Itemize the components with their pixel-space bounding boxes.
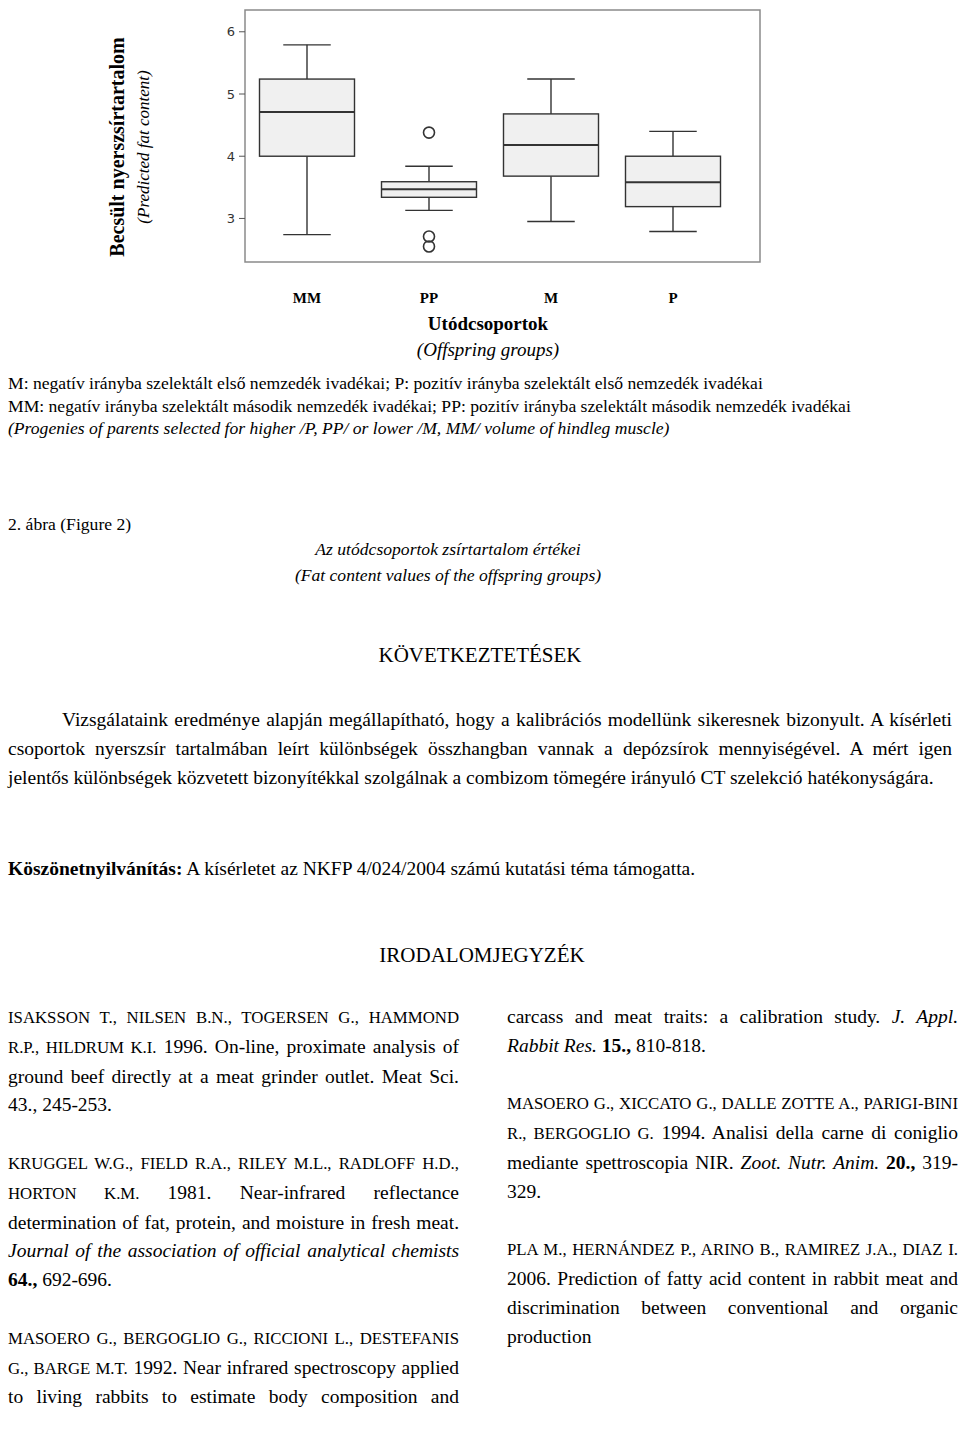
y-tick-label: 3 [227,211,235,226]
y-tick [239,31,245,32]
figure-notes: M: negatív irányba szelektált első nemze… [8,372,952,440]
x-axis-label: Utódcsoportok [428,313,549,334]
reference-part: Zoot. Nutr. Anim. [741,1152,880,1173]
references: ISAKSSON T., NILSEN B.N., TOGERSEN G., H… [8,1003,958,1435]
whisker-lower [306,156,307,234]
y-tick [239,218,245,219]
whisker-lower [550,176,551,221]
reference: MASOERO G., XICCATO G., DALLE ZOTTE A., … [507,1089,958,1206]
reference-part: 15., [602,1035,631,1056]
figure-label: 2. ábra (Figure 2) [8,514,131,535]
figure-note: M: negatív irányba szelektált első nemze… [8,372,952,395]
figure-note: MM: negatív irányba szelektált második n… [8,395,952,418]
x-tick-label: P [668,290,677,306]
whisker-cap-lower [283,234,331,235]
boxes [260,45,721,252]
x-tick-label: MM [293,290,321,306]
y-tick-label: 5 [227,87,235,102]
box-plot: 3 4 5 6 Becsült nyerszsírtartalom (Predicted … [0,0,960,370]
y-tick-label: 4 [227,149,235,164]
whisker-cap-lower [527,221,575,222]
plot-frame [245,10,760,262]
reference-part: Journal of the association of official a… [8,1240,459,1261]
outlier [424,241,435,252]
acknowledgement: Köszönetnyilvánítás: A kísérletet az NKF… [8,858,952,880]
median [382,188,477,190]
box [260,79,355,156]
whisker-cap-upper [405,165,453,166]
whisker-cap-lower [405,210,453,211]
caption-en: (Fat content values of the offspring gro… [0,562,896,588]
whisker-lower [672,207,673,232]
figure-caption: Az utódcsoportok zsírtartalom értékei(Fa… [0,536,896,588]
reference-part: 810-818. [636,1035,706,1056]
whisker-cap-upper [649,131,697,132]
whisker-lower [428,197,429,210]
y-tick [239,156,245,157]
reference: ISAKSSON T., NILSEN B.N., TOGERSEN G., H… [8,1003,459,1120]
whisker-upper [428,166,429,182]
y-tick-label: 6 [227,24,235,39]
reference-part: PLA M., HERNÁNDEZ P., ARINO B., RAMIREZ … [507,1240,958,1259]
median [504,144,599,146]
section-title: KÖVETKEZTETÉSEK [0,643,960,668]
whisker-cap-lower [649,231,697,232]
caption-hu: Az utódcsoportok zsírtartalom értékei [0,536,896,562]
whisker-upper [550,79,551,114]
figure-note-en: (Progenies of parents selected for highe… [8,417,952,440]
reference: PLA M., HERNÁNDEZ P., ARINO B., RAMIREZ … [507,1235,958,1351]
references-title: IRODALOMJEGYZÉK [0,943,960,968]
y-tick [239,94,245,95]
box [382,182,477,198]
x-axis-subtitle: (Offspring groups) [417,339,559,361]
median [260,111,355,113]
y-axis-label: Becsült nyerszsírtartalom [106,37,129,257]
reference-part: 2006. Prediction of fatty acid content i… [507,1268,958,1347]
x-tick-label: M [544,290,558,306]
reference-part: 20., [886,1152,915,1173]
paragraph: Vizsgálataink eredménye alapján megállap… [8,705,952,792]
median [626,181,721,183]
whisker-upper [306,45,307,79]
reference: KRUGGEL W.G., FIELD R.A., RILEY M.L., RA… [8,1149,459,1295]
whisker-upper [672,131,673,156]
outlier [424,127,435,138]
reference-part: 64., [8,1269,37,1290]
reference-part: 692-696. [42,1269,112,1290]
whisker-cap-upper [283,44,331,45]
box [626,156,721,206]
box [504,114,599,176]
ack-label: Köszönetnyilvánítás: [8,858,182,879]
ack-text: A kísérletet az NKFP 4/024/2004 számú ku… [186,858,695,879]
whisker-cap-upper [527,78,575,79]
y-axis-subtitle: (Predicted fat content) [134,70,153,224]
x-tick-label: PP [420,290,438,306]
